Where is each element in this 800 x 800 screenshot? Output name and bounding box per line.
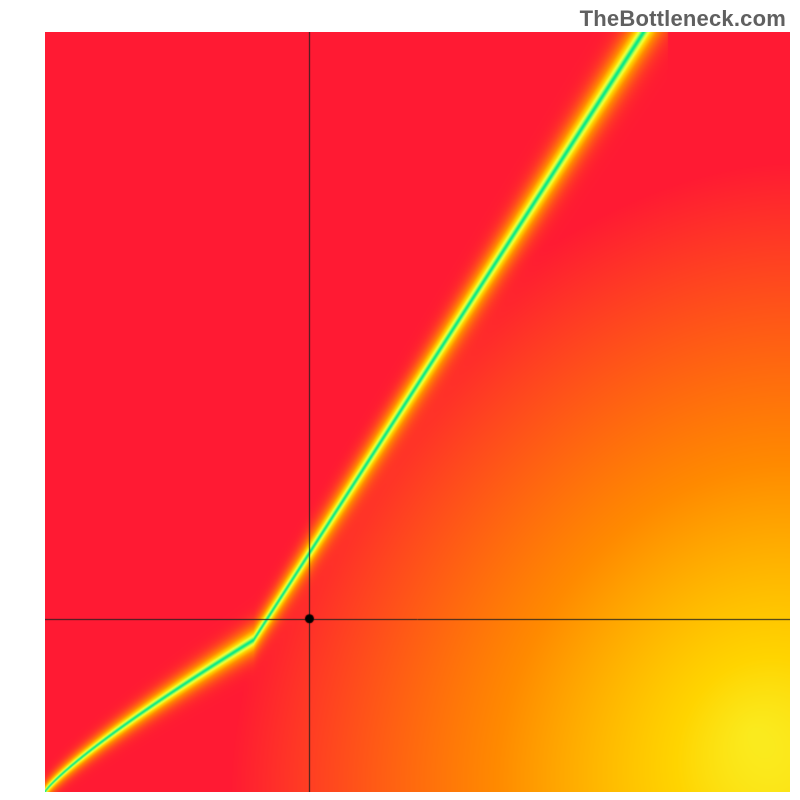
chart-container: TheBottleneck.com — [0, 0, 800, 800]
heatmap-canvas — [45, 32, 790, 792]
watermark-text: TheBottleneck.com — [580, 6, 786, 32]
